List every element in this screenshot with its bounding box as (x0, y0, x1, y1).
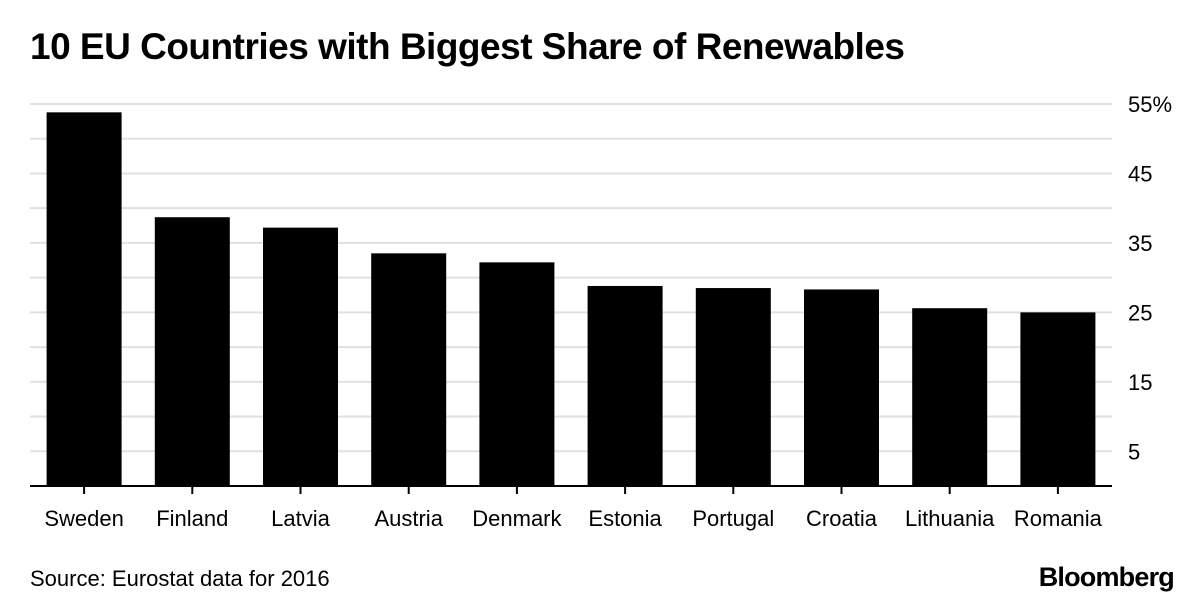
y-tick-label: 55% (1128, 92, 1172, 117)
y-axis-ticks: 5 15 25 35 45 55% (1128, 92, 1172, 464)
x-tick-label: Romania (1014, 506, 1103, 531)
y-tick-label: 45 (1128, 161, 1152, 186)
bar (154, 217, 230, 486)
bar (263, 227, 338, 486)
x-tick-label: Lithuania (905, 506, 995, 531)
x-tick-label: Latvia (271, 506, 330, 531)
y-tick-label: 35 (1128, 231, 1152, 256)
x-tick-label: Austria (374, 506, 443, 531)
bloomberg-logo: Bloomberg (1038, 562, 1175, 592)
bar (479, 262, 555, 486)
bar (804, 289, 879, 486)
y-tick-label: 15 (1128, 370, 1152, 395)
bar (371, 253, 447, 486)
x-tick-label: Portugal (692, 506, 774, 531)
bar (46, 112, 122, 487)
y-tick-label: 25 (1128, 300, 1152, 325)
x-tick-label: Sweden (44, 506, 124, 531)
x-tick-label: Finland (156, 506, 228, 531)
bars (46, 112, 1096, 487)
x-tick-label: Croatia (806, 506, 878, 531)
bar (912, 308, 988, 486)
x-axis-ticks: Sweden Finland Latvia Austria Denmark Estonia… (44, 486, 1103, 531)
bar (695, 288, 771, 486)
y-tick-label: 5 (1128, 439, 1140, 464)
x-tick-label: Denmark (472, 506, 562, 531)
chart-title: 10 EU Countries with Biggest Share of Re… (30, 26, 905, 67)
x-tick-label: Estonia (588, 506, 662, 531)
bar (1020, 312, 1096, 486)
bar (587, 285, 663, 486)
source-note: Source: Eurostat data for 2016 (30, 566, 330, 591)
